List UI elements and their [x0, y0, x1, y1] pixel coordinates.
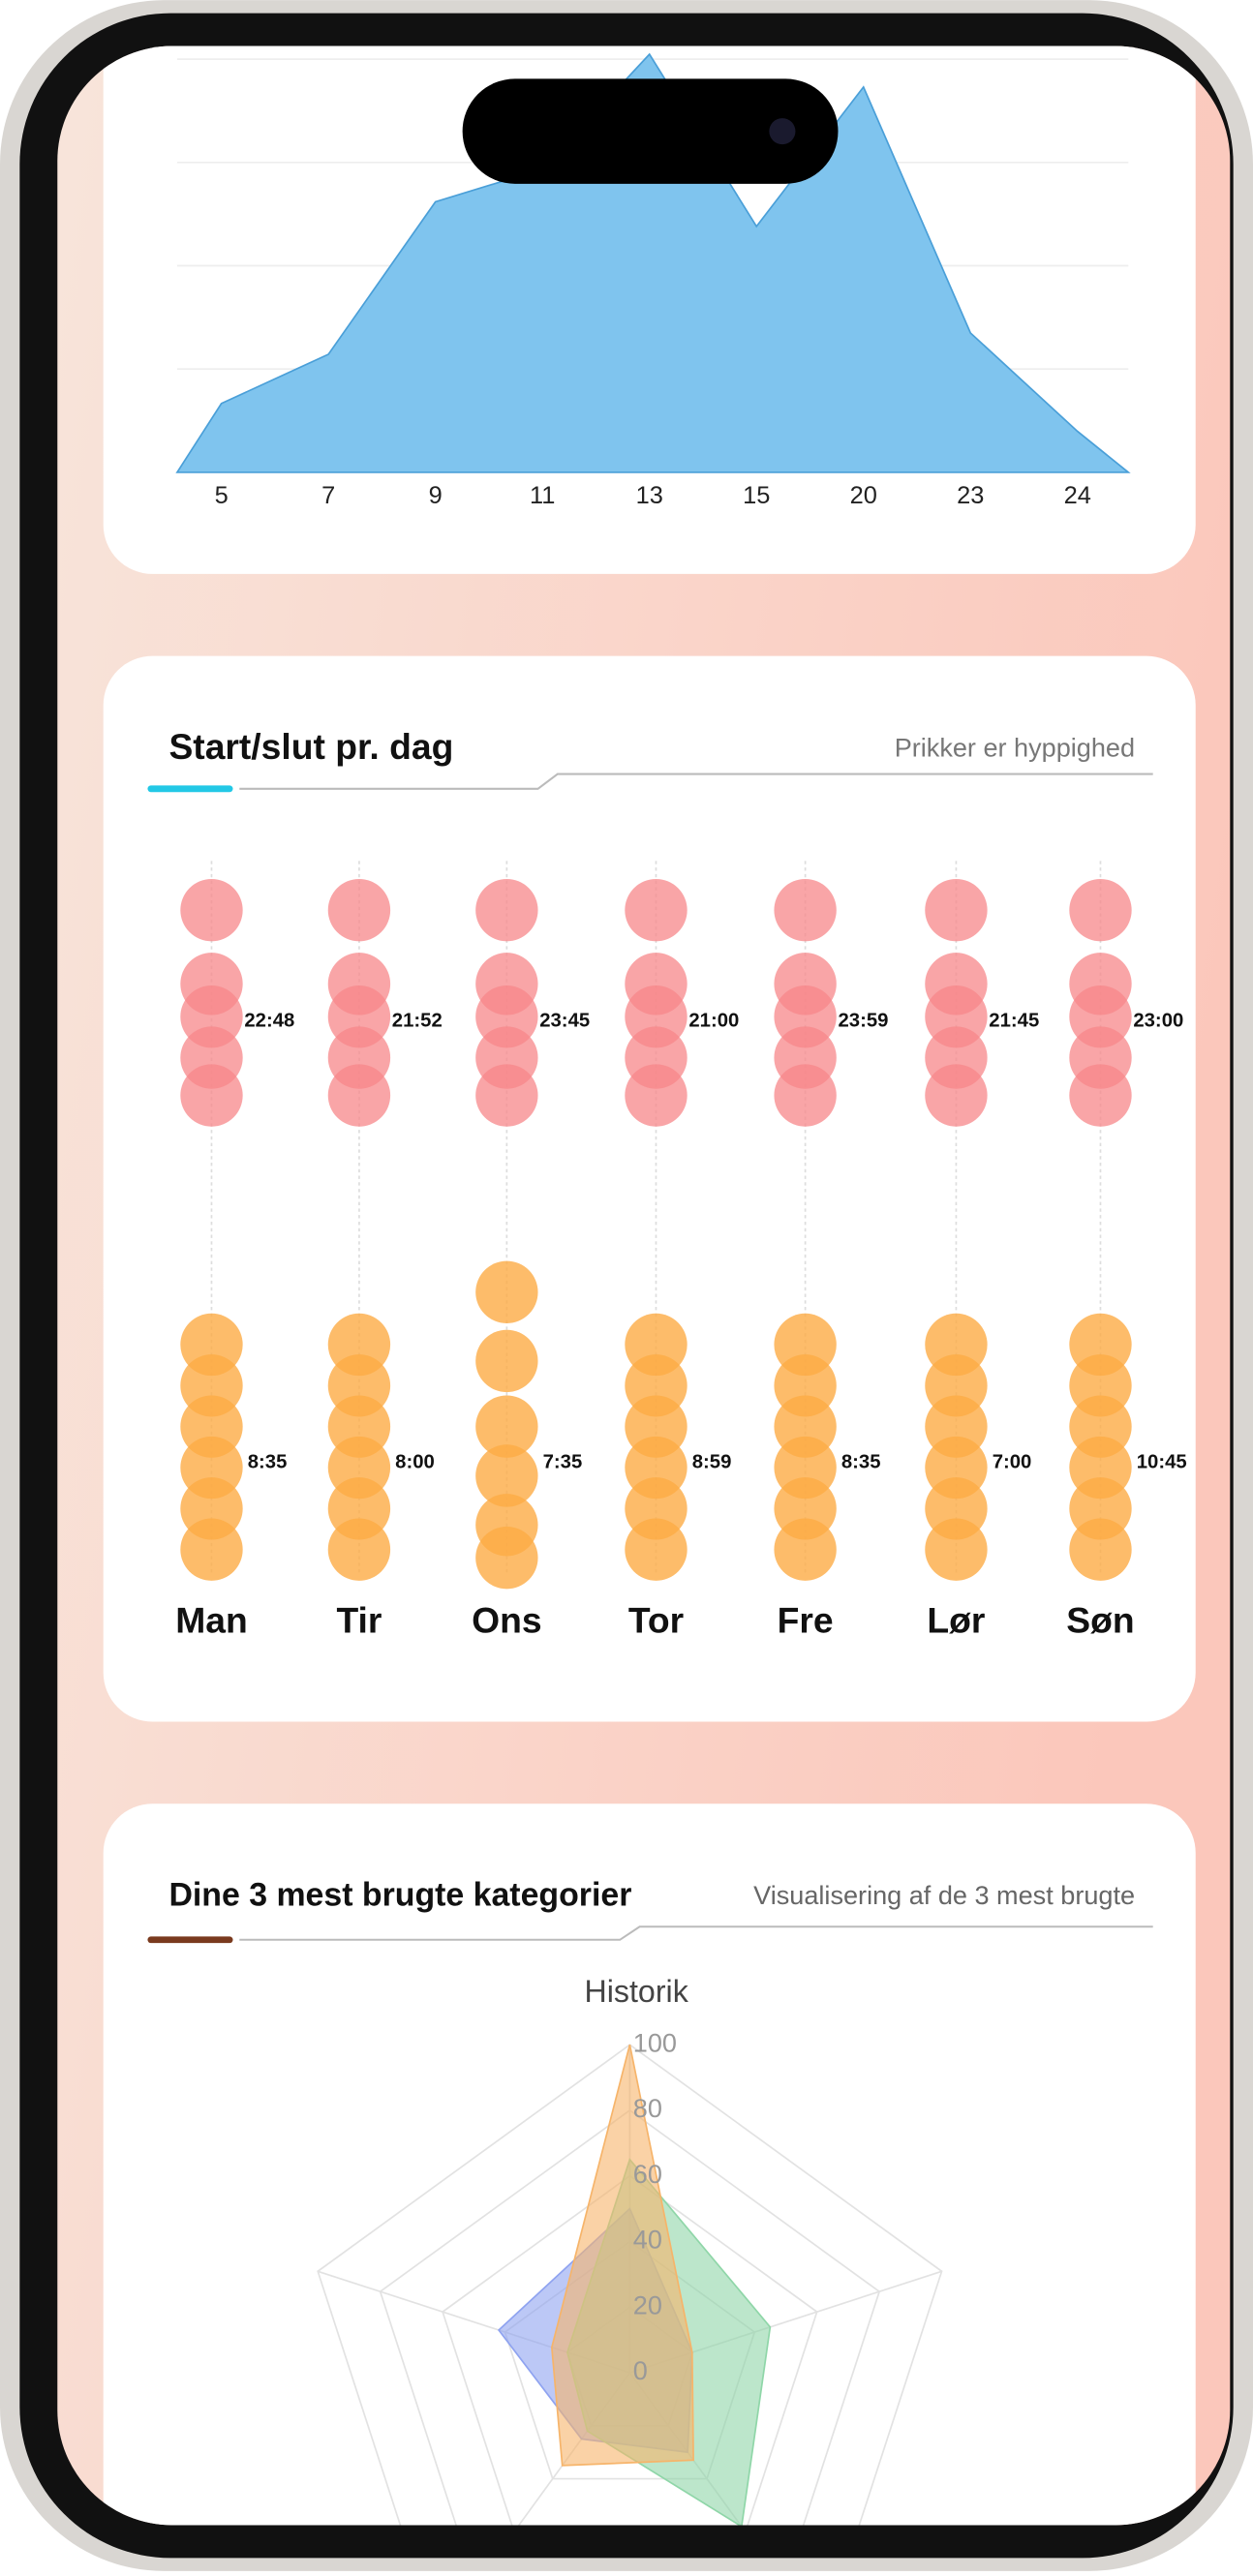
x-tick-label: 11: [530, 482, 555, 509]
card-title: Dine 3 mest brugte kategorier: [168, 1877, 631, 1914]
divider: [239, 1925, 1153, 1941]
r-tick-label: 60: [633, 2159, 662, 2189]
x-tick-label: 9: [429, 482, 443, 509]
end-time: 21:52: [392, 1011, 443, 1032]
card-subtitle: Visualisering af de 3 mest brugte: [753, 1880, 1135, 1910]
day-label: Ons: [472, 1600, 541, 1641]
day-label: Fre: [778, 1600, 834, 1641]
end-dot: [774, 1064, 837, 1127]
start-dot: [475, 1260, 538, 1323]
start-dot: [475, 1395, 538, 1458]
end-dot: [1069, 878, 1132, 942]
day-label: Tor: [628, 1600, 684, 1641]
end-dot: [625, 1064, 688, 1127]
x-tick-label: 13: [636, 482, 663, 509]
start-time: 7:35: [543, 1451, 583, 1472]
start-dot: [180, 1518, 243, 1581]
end-time: 23:00: [1133, 1011, 1183, 1032]
end-dot: [327, 1064, 391, 1127]
x-tick-label: 5: [215, 482, 229, 509]
radar-area: [550, 2044, 694, 2467]
x-tick-label: 20: [850, 482, 877, 509]
r-tick-label: 40: [633, 2225, 662, 2255]
end-dot: [1069, 1064, 1132, 1127]
start-time: 10:45: [1137, 1451, 1187, 1472]
card-subtitle: Prikker er hyppighed: [895, 732, 1135, 762]
r-tick-label: 100: [633, 2027, 677, 2057]
end-time: 23:59: [838, 1011, 888, 1032]
card-title: Start/slut pr. dag: [168, 726, 453, 767]
start-time: 8:59: [692, 1451, 732, 1472]
x-tick-label: 7: [321, 482, 335, 509]
start-dot: [625, 1518, 688, 1581]
start-dot: [475, 1444, 538, 1507]
end-time: 23:45: [539, 1011, 590, 1032]
day-label: Man: [175, 1600, 247, 1641]
start-dot: [1069, 1518, 1132, 1581]
dynamic-island: [462, 78, 839, 184]
camera: [769, 118, 796, 145]
start-time: 7:00: [993, 1451, 1032, 1472]
grid-line: [379, 2108, 881, 2526]
x-tick-label: 24: [1064, 482, 1091, 509]
end-dot: [774, 878, 837, 942]
end-dot: [625, 878, 688, 942]
end-dot: [925, 878, 988, 942]
day-label: Tir: [336, 1600, 382, 1641]
end-dot: [327, 878, 391, 942]
radar-title: Historik: [585, 1974, 689, 2009]
end-time: 21:45: [989, 1011, 1039, 1032]
grid-line: [442, 2174, 818, 2526]
start-dot: [475, 1526, 538, 1590]
end-dot: [475, 1064, 538, 1127]
grid-line: [317, 2044, 943, 2526]
end-time: 22:48: [244, 1011, 294, 1032]
x-tick-label: 23: [957, 482, 984, 509]
start-dot: [774, 1518, 837, 1581]
end-dot: [180, 1064, 243, 1127]
start-dot: [475, 1329, 538, 1393]
end-dot: [475, 878, 538, 942]
start-time: 8:35: [248, 1451, 288, 1472]
x-tick-label: 15: [743, 482, 770, 509]
start-dot: [327, 1518, 391, 1581]
start-time: 8:35: [841, 1451, 881, 1472]
r-tick-label: 20: [633, 2289, 662, 2319]
start-time: 8:00: [395, 1451, 435, 1472]
start-dot: [925, 1518, 988, 1581]
divider: [239, 773, 1153, 790]
day-label: Lør: [927, 1600, 985, 1641]
r-tick-label: 80: [633, 2093, 662, 2123]
end-dot: [180, 878, 243, 942]
end-dot: [925, 1064, 988, 1127]
day-label: Søn: [1066, 1600, 1134, 1641]
end-time: 21:00: [688, 1011, 739, 1032]
r-tick-label: 0: [633, 2355, 648, 2385]
